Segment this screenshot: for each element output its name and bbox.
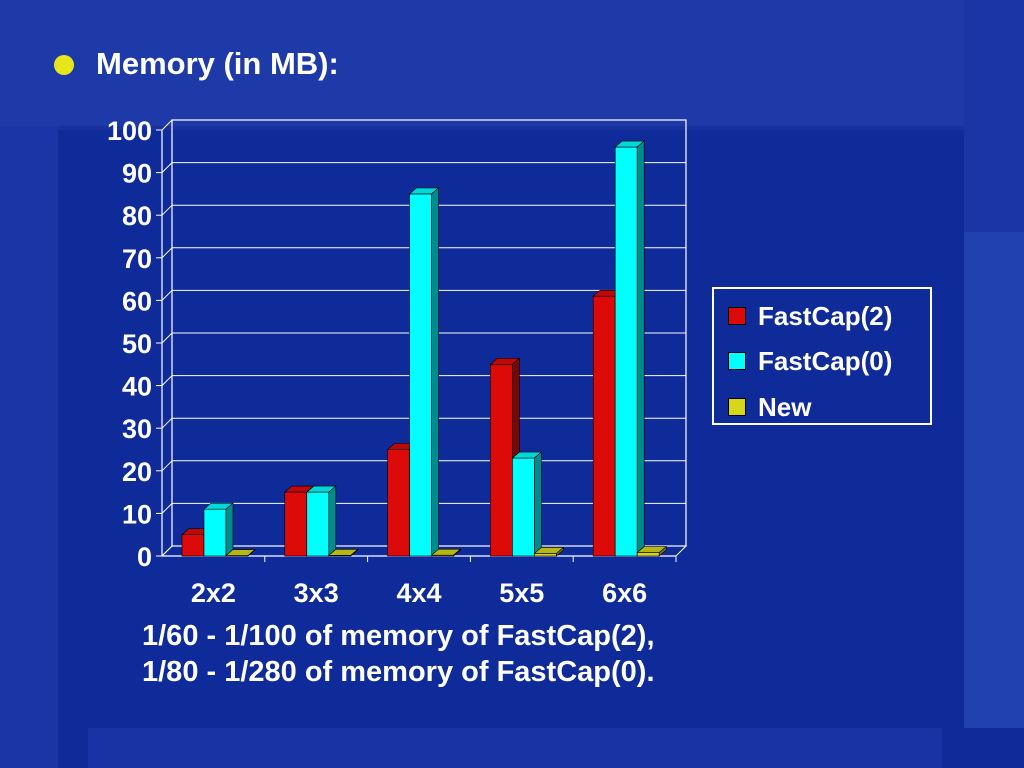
y-tick-label: 50 [122, 329, 152, 359]
bar-fastcap2 [592, 295, 616, 557]
bar-side [225, 502, 234, 557]
x-tick-label: 2x2 [191, 578, 236, 608]
y-tick-label: 20 [122, 457, 152, 487]
y-tick-label: 40 [122, 372, 152, 402]
bar-fastcap0 [512, 457, 535, 557]
legend-label-new: New [758, 391, 812, 422]
gridline-side [161, 247, 173, 259]
y-tick-label: 30 [122, 414, 152, 444]
gridline-side [161, 417, 173, 429]
header-band-edge [0, 126, 964, 130]
gridline-side [161, 204, 173, 216]
note-line-1: 1/60 - 1/100 of memory of FastCap(2), [142, 620, 655, 652]
legend-swatch-fastcap2 [728, 307, 746, 325]
bar-side [658, 545, 667, 557]
right-band-lower [964, 232, 1024, 728]
legend-item-fastcap0: FastCap(0) [728, 346, 892, 376]
chart-legend: FastCap(2) FastCap(0) New [712, 287, 932, 425]
bar-side [534, 451, 542, 557]
bar-side [453, 548, 461, 557]
gridline-side [161, 332, 173, 344]
legend-swatch-new [728, 398, 746, 416]
bar-fastcap2 [490, 363, 513, 557]
bar-side [431, 187, 439, 557]
bar-fastcap0 [203, 508, 227, 557]
bar-fastcap2 [284, 491, 308, 557]
y-tick-label: 90 [122, 159, 152, 189]
gridline-side [161, 375, 173, 386]
bar-fastcap2 [181, 534, 205, 557]
bar-fastcap2 [387, 449, 410, 557]
bottom-band [88, 728, 942, 768]
y-tick-label: 80 [122, 201, 152, 231]
y-tick-label: 70 [122, 244, 152, 274]
legend-item-fastcap2: FastCap(2) [728, 301, 892, 331]
bar-new [534, 553, 557, 557]
x-tick-label: 3x3 [294, 578, 339, 608]
legend-label-fastcap0: FastCap(0) [758, 345, 893, 376]
gridline-side [161, 119, 173, 131]
y-tick-label: 100 [107, 116, 152, 146]
bar-side [556, 546, 564, 557]
bar-fastcap0 [306, 491, 330, 557]
bar-fastcap0 [409, 193, 432, 557]
y-tick-label: 10 [122, 499, 152, 529]
x-tick-label: 4x4 [396, 578, 441, 608]
bar-side [247, 548, 256, 557]
gridline-side [161, 460, 173, 472]
x-tick-label: 5x5 [499, 578, 544, 608]
legend-swatch-fastcap0 [728, 352, 746, 370]
bar-new [636, 552, 660, 557]
bar-side [328, 485, 337, 557]
gridline-side [161, 162, 173, 173]
left-band [0, 126, 58, 768]
x-tick-label: 6x6 [602, 578, 647, 608]
bar-fastcap0 [614, 146, 638, 557]
y-tick-label: 0 [137, 542, 152, 572]
bar-side [636, 140, 645, 557]
legend-label-fastcap2: FastCap(2) [758, 300, 893, 331]
note-line-2: 1/80 - 1/280 of memory of FastCap(0). [142, 656, 655, 688]
legend-item-new: New [728, 392, 811, 422]
header-band [0, 0, 964, 126]
bar-side [350, 548, 359, 557]
y-tick-label: 60 [122, 286, 152, 316]
slide-title: Memory (in MB): [96, 46, 339, 81]
gridline-side [161, 503, 173, 514]
bullet-icon [54, 55, 74, 75]
gridline-side [161, 290, 173, 301]
